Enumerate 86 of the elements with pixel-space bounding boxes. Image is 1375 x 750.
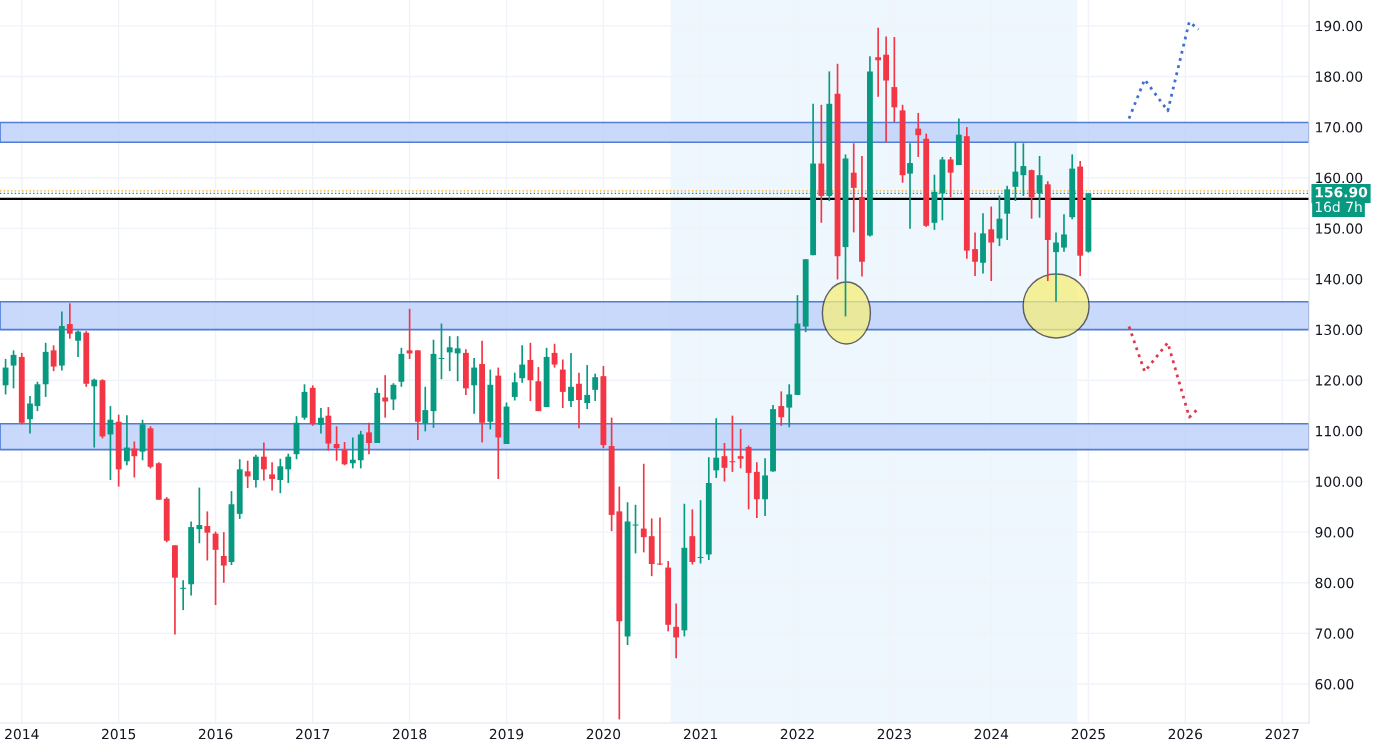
candlestick <box>75 329 81 358</box>
candlestick <box>269 461 276 492</box>
candlestick <box>260 441 267 482</box>
x-tick-label: 2024 <box>974 728 1009 740</box>
y-tick-label: 110.00 <box>1316 425 1363 437</box>
candlestick <box>446 335 453 372</box>
y-tick-label: 170.00 <box>1316 122 1363 133</box>
x-tick-label: 2015 <box>102 728 136 740</box>
x-tick-label: 2023 <box>877 728 911 740</box>
x-tick-label: 2025 <box>1071 728 1105 740</box>
candlestick <box>762 457 768 517</box>
line-series <box>1127 325 1200 419</box>
y-tick-label: 150.00 <box>1316 223 1363 234</box>
candlestick <box>519 344 526 384</box>
candlestick <box>252 453 259 489</box>
candlestick <box>91 377 98 449</box>
candlestick <box>406 308 413 360</box>
candlestick <box>915 112 922 158</box>
y-tick-label: 130.00 <box>1316 324 1363 336</box>
candlestick <box>850 142 857 234</box>
candlestick <box>50 344 57 372</box>
x-tick-label: 2020 <box>586 728 621 740</box>
candlestick <box>196 486 203 545</box>
candlestick <box>66 302 73 340</box>
candlestick <box>576 371 582 430</box>
candlestick <box>382 374 389 419</box>
x-tick-label: 2016 <box>198 728 233 740</box>
x-tick-label: 2019 <box>489 728 524 740</box>
ref-line-label: 156.90 <box>1315 186 1368 198</box>
candlestick <box>244 459 251 489</box>
x-tick-label: 2018 <box>392 728 427 740</box>
candlestick <box>333 425 340 462</box>
candlestick <box>204 510 211 562</box>
candlestick <box>947 156 954 199</box>
x-tick-label: 2022 <box>780 728 814 740</box>
y-tick-label: 80.00 <box>1315 577 1354 589</box>
candlestick <box>584 364 591 410</box>
candlestick <box>559 358 566 409</box>
candlestick <box>366 421 372 455</box>
candlestick <box>1053 231 1059 303</box>
candlestick <box>220 531 227 584</box>
candlestick <box>471 357 478 415</box>
candlestick <box>123 414 130 467</box>
candlestick <box>907 142 913 230</box>
text: 16d 7h <box>1315 201 1362 213</box>
candlestick <box>891 36 898 123</box>
candlestick <box>729 414 736 473</box>
x-tick-label: 2027 <box>1265 728 1299 740</box>
y-tick-label: 90.00 <box>1315 527 1354 538</box>
x-tick-label: 2014 <box>5 728 39 740</box>
candlestick <box>737 428 744 470</box>
candlestick <box>527 341 534 402</box>
y-tick-label: 60.00 <box>1315 678 1354 690</box>
y-tick-label: 160.00 <box>1316 172 1363 184</box>
candlestick <box>277 457 284 494</box>
candlestick <box>511 371 518 402</box>
candlestick <box>131 440 138 479</box>
candlestick <box>988 205 995 282</box>
y-tick-label: 140.00 <box>1316 273 1363 285</box>
candlestick <box>422 385 429 433</box>
y-tick-label: 190.00 <box>1316 20 1363 32</box>
y-tick-label: 70.00 <box>1315 628 1354 639</box>
candlestick <box>318 407 324 435</box>
x-tick-label: 2017 <box>296 728 330 740</box>
line-series <box>1127 20 1200 120</box>
x-tick-label: 2021 <box>683 728 717 740</box>
candlestick <box>454 335 461 383</box>
candlestick <box>1061 213 1067 253</box>
candlestick <box>875 27 882 98</box>
y-tick-label: 180.00 <box>1316 71 1363 82</box>
candlestick <box>390 382 397 411</box>
x-tick-label: 2026 <box>1168 728 1203 740</box>
y-tick-label: 100.00 <box>1316 476 1363 487</box>
candlestick <box>640 462 647 554</box>
candlestick <box>673 602 680 660</box>
candlestick <box>180 579 187 611</box>
candlestick <box>592 372 599 402</box>
candlestick <box>786 383 793 429</box>
candlestick <box>27 395 33 435</box>
candlestick <box>285 452 292 484</box>
candlestick <box>713 417 720 479</box>
candlestick <box>568 352 574 408</box>
y-tick-label: 120.00 <box>1316 375 1363 386</box>
candlestick <box>778 390 785 427</box>
candlestick <box>972 231 978 277</box>
candlestick <box>657 516 663 566</box>
